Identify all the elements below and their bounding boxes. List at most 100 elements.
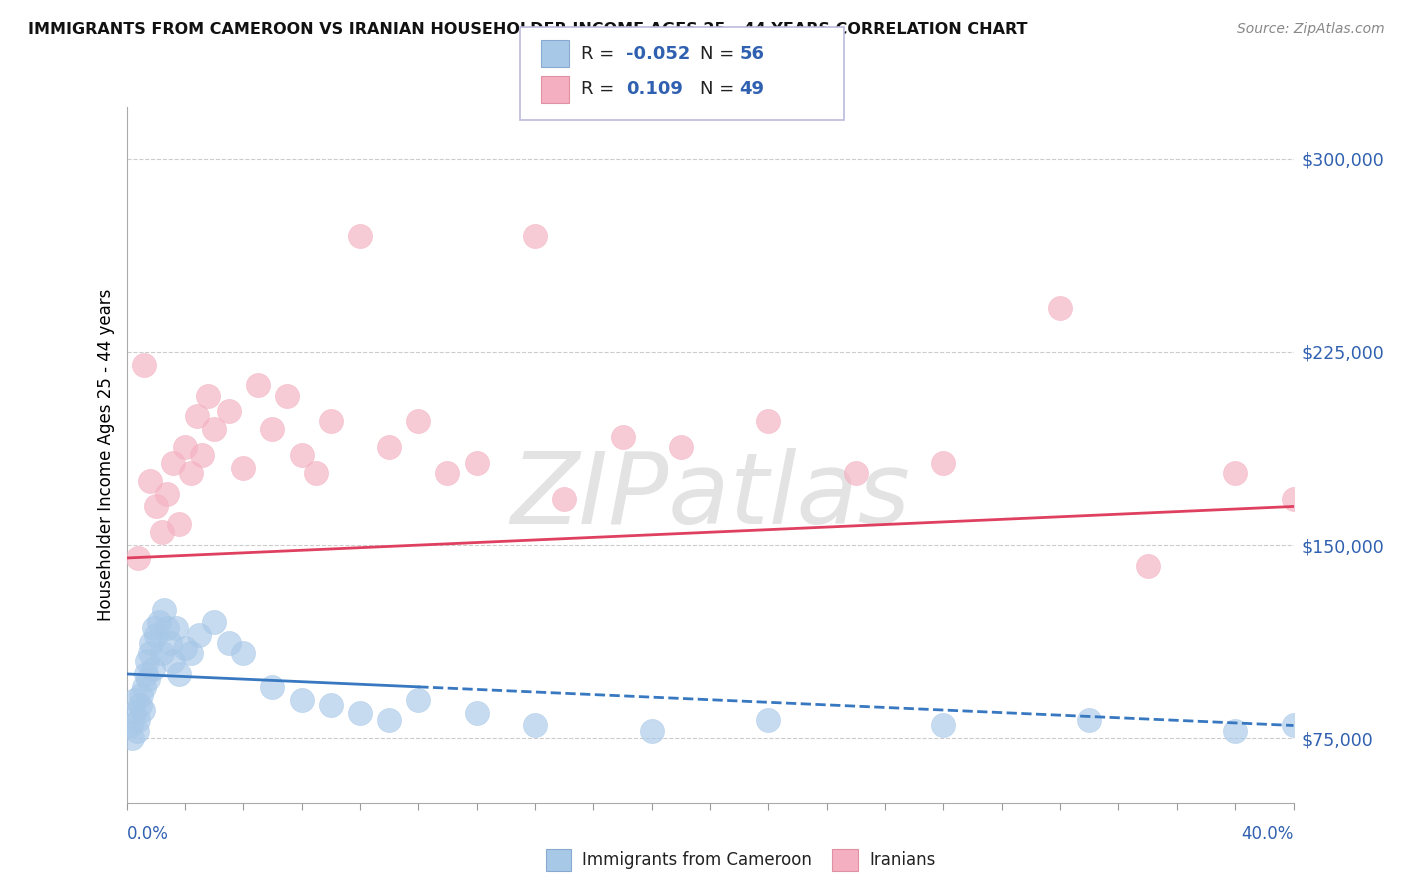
Point [197,389,219,403]
Point [1282,491,1305,506]
Point [1078,714,1101,728]
Point [131,703,153,717]
Point [1223,723,1247,738]
Point [465,706,488,720]
Point [143,621,166,635]
Point [262,680,284,694]
Text: N =: N = [700,80,740,98]
Text: 0.109: 0.109 [626,80,682,98]
Point [132,358,155,372]
Text: N =: N = [700,45,740,62]
Y-axis label: Householder Income Ages 25 - 44 years: Householder Income Ages 25 - 44 years [97,289,115,621]
Point [641,723,664,738]
Point [319,698,342,712]
Point [167,517,190,532]
Point [165,621,187,635]
Point [524,228,547,243]
Point [132,680,155,694]
Text: R =: R = [581,45,620,62]
Point [408,414,430,428]
Point [408,692,430,706]
Point [121,731,143,746]
Point [932,718,955,732]
Text: 49: 49 [740,80,765,98]
Point [162,654,184,668]
Point [349,706,371,720]
Point [1223,466,1247,480]
Point [524,718,547,732]
Point [756,414,779,428]
Text: Iranians: Iranians [869,851,935,869]
Point [127,714,149,728]
Point [180,466,202,480]
Point [290,692,312,706]
Point [145,500,167,514]
Point [174,641,197,656]
Point [1282,718,1305,732]
Point [159,636,181,650]
Point [162,456,184,470]
Point [290,448,312,462]
Text: 56: 56 [740,45,765,62]
Point [150,646,173,660]
Text: Immigrants from Cameroon: Immigrants from Cameroon [582,851,811,869]
Point [845,466,868,480]
Point [167,667,190,681]
Point [138,672,160,686]
Point [188,628,211,642]
Point [142,662,165,676]
Point [139,474,162,488]
Point [145,628,167,642]
Point [218,636,240,650]
Point [156,621,179,635]
Point [218,404,240,418]
Point [202,422,225,436]
Point [125,723,148,738]
Point [124,692,146,706]
Point [127,551,149,566]
Text: -0.052: -0.052 [626,45,690,62]
Point [232,460,254,475]
Text: 0.0%: 0.0% [127,825,169,843]
Point [122,706,145,720]
Point [128,698,150,712]
Point [612,430,634,444]
Point [139,646,162,660]
Point [932,456,955,470]
Point [174,440,197,454]
Point [134,667,156,681]
Text: IMMIGRANTS FROM CAMEROON VS IRANIAN HOUSEHOLDER INCOME AGES 25 - 44 YEARS CORREL: IMMIGRANTS FROM CAMEROON VS IRANIAN HOUS… [28,22,1028,37]
Point [136,654,159,668]
Point [1136,558,1159,573]
Point [349,228,371,243]
Point [153,602,176,616]
Point [378,440,401,454]
Point [191,448,214,462]
Point [129,688,152,702]
Point [202,615,225,630]
Point [756,714,779,728]
Text: Source: ZipAtlas.com: Source: ZipAtlas.com [1237,22,1385,37]
Point [305,466,328,480]
Point [186,409,208,424]
Point [120,718,142,732]
Point [246,378,269,392]
Point [276,389,298,403]
Point [378,714,401,728]
Point [319,414,342,428]
Point [232,646,254,660]
Point [436,466,458,480]
Text: R =: R = [581,80,620,98]
Point [148,615,170,630]
Point [150,525,173,540]
Text: 40.0%: 40.0% [1241,825,1294,843]
Point [669,440,692,454]
Point [465,456,488,470]
Point [141,636,163,650]
Point [262,422,284,436]
Point [1049,301,1071,315]
Text: ZIPatlas: ZIPatlas [510,448,910,545]
Point [553,491,575,506]
Point [156,486,179,500]
Point [180,646,202,660]
